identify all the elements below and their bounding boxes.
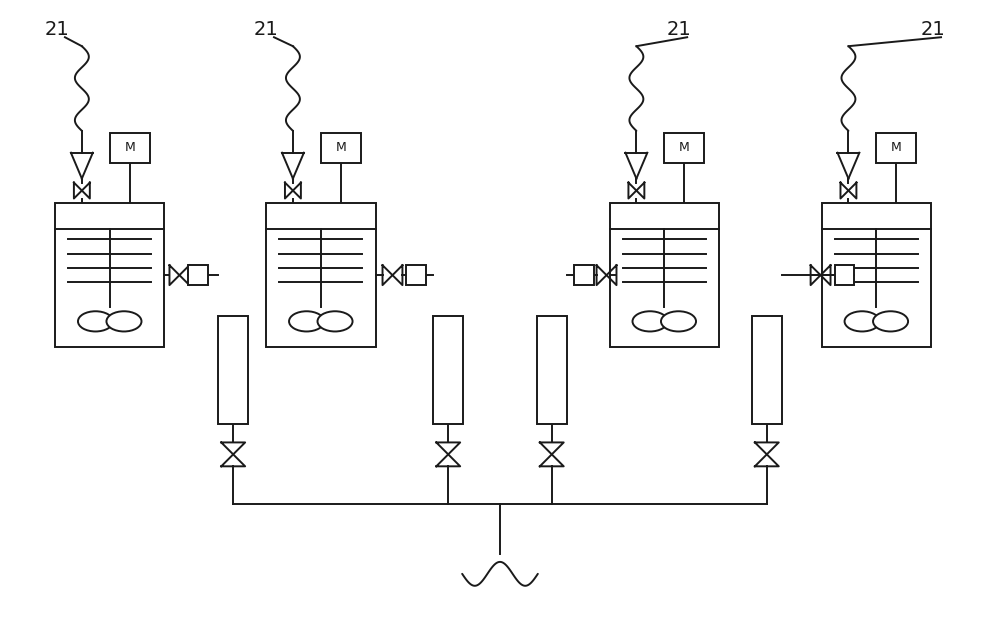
Bar: [574, 265, 594, 285]
Ellipse shape: [78, 311, 113, 332]
Text: 21: 21: [45, 20, 69, 39]
Bar: [752, 316, 782, 424]
Text: 21: 21: [921, 20, 945, 39]
Bar: [664, 133, 704, 163]
Ellipse shape: [633, 311, 668, 332]
Ellipse shape: [845, 311, 880, 332]
Bar: [433, 316, 463, 424]
Text: 21: 21: [254, 20, 278, 39]
Bar: [321, 133, 361, 163]
Bar: [835, 265, 854, 285]
Ellipse shape: [289, 311, 324, 332]
Text: M: M: [124, 141, 135, 154]
Bar: [188, 265, 208, 285]
Ellipse shape: [106, 311, 141, 332]
Bar: [55, 203, 164, 347]
Text: M: M: [679, 141, 690, 154]
Bar: [218, 316, 248, 424]
Bar: [266, 203, 376, 347]
Ellipse shape: [873, 311, 908, 332]
Bar: [610, 203, 719, 347]
Bar: [822, 203, 931, 347]
Text: 21: 21: [667, 20, 692, 39]
Bar: [537, 316, 567, 424]
Bar: [876, 133, 916, 163]
Ellipse shape: [661, 311, 696, 332]
Bar: [110, 133, 150, 163]
Text: M: M: [891, 141, 902, 154]
Bar: [406, 265, 426, 285]
Ellipse shape: [318, 311, 353, 332]
Text: M: M: [335, 141, 346, 154]
